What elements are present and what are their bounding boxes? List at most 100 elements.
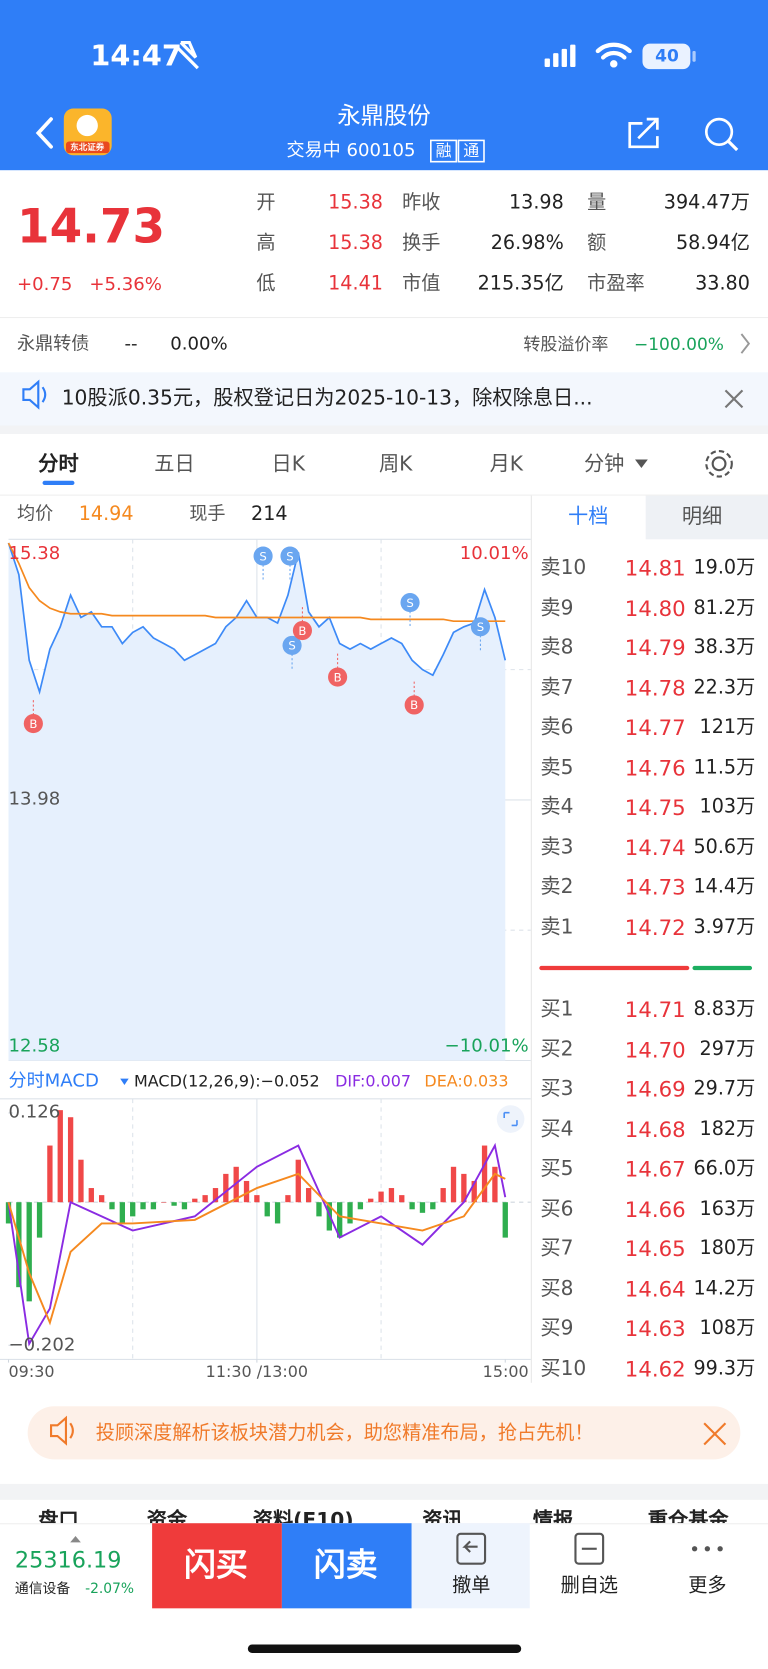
tab-bg xyxy=(645,495,768,540)
last-price: 14.73 xyxy=(17,199,166,255)
cancel-bg[interactable] xyxy=(411,1523,530,1609)
macd-bar xyxy=(502,1202,508,1238)
macd-bar xyxy=(67,1117,74,1203)
y-tick-label: 15.38 xyxy=(8,543,61,565)
book-price: 14.70 xyxy=(624,1036,686,1063)
tab[interactable]: 日K xyxy=(271,452,306,477)
y2-tick-label: 10.01% xyxy=(459,543,529,565)
header-bg xyxy=(0,0,768,171)
book-vol: 297万 xyxy=(699,1037,756,1061)
book-label: 买1 xyxy=(540,997,574,1021)
bottom-tab[interactable]: 盘口 xyxy=(38,1508,79,1524)
trade-marker xyxy=(23,714,43,734)
flash-buy[interactable] xyxy=(152,1523,282,1609)
book-vol: 50.6万 xyxy=(693,835,756,859)
macd-bar xyxy=(98,1195,105,1203)
field-label: 昨收 xyxy=(402,191,441,214)
book-label: 卖8 xyxy=(540,635,574,660)
book-vol: 14.4万 xyxy=(693,875,756,899)
flash-buy-label[interactable]: 闪买 xyxy=(184,1546,248,1584)
book-price: 14.65 xyxy=(624,1236,686,1262)
dea-line xyxy=(7,1172,506,1326)
tab[interactable]: 五日 xyxy=(154,452,195,477)
macd-bar xyxy=(368,1198,374,1203)
macd-bar xyxy=(192,1198,198,1203)
index-name: 通信设备 xyxy=(14,1581,71,1598)
tab[interactable]: 月K xyxy=(489,452,524,477)
marker-label: S xyxy=(406,596,413,610)
book-price: 14.71 xyxy=(624,996,686,1023)
book-price: 14.78 xyxy=(624,675,686,701)
macd-bar xyxy=(419,1202,426,1213)
book-price: 14.72 xyxy=(624,914,686,941)
y-tick-label: 0.126 xyxy=(8,1101,61,1124)
flash-sell-label[interactable]: 闪卖 xyxy=(313,1546,378,1584)
book-vol: 163万 xyxy=(699,1197,756,1220)
macd-bar xyxy=(202,1195,208,1203)
premium: −100.00% xyxy=(633,334,724,355)
trade-marker xyxy=(404,695,424,715)
book-price: 14.68 xyxy=(624,1116,686,1143)
field-label: 低 xyxy=(256,272,276,295)
macd-bar xyxy=(440,1188,446,1203)
book-label: 买8 xyxy=(540,1276,574,1301)
bottom-tab[interactable]: 资金 xyxy=(146,1508,188,1524)
bottom-tab[interactable]: 重仓基金 xyxy=(647,1508,729,1524)
index-pct: -2.07% xyxy=(85,1581,135,1598)
book-vol: 22.3万 xyxy=(693,676,756,699)
marker-label: S xyxy=(288,639,295,653)
action-label[interactable]: 删自选 xyxy=(560,1574,619,1597)
y2-tick-label: −10.01% xyxy=(444,1035,529,1057)
book-price: 14.69 xyxy=(624,1076,686,1103)
book-label: 买6 xyxy=(540,1196,574,1221)
y-tick-label: −0.202 xyxy=(8,1334,76,1356)
tab[interactable]: 周K xyxy=(378,452,413,477)
book-vol: 3.97万 xyxy=(693,915,756,939)
macd-bar xyxy=(295,1159,301,1203)
book-price: 14.73 xyxy=(624,874,686,901)
y-tick-label: 12.58 xyxy=(8,1035,61,1057)
divider xyxy=(0,316,768,319)
bar-icons xyxy=(70,1532,723,1654)
macd-bar xyxy=(47,1145,53,1203)
macd-bar xyxy=(471,1180,477,1203)
action-label[interactable]: 更多 xyxy=(688,1574,727,1597)
bottom-tab[interactable]: 资讯 xyxy=(422,1508,463,1524)
bottom-tab[interactable]: 资料(F10) xyxy=(252,1508,354,1524)
book-label: 买3 xyxy=(540,1077,574,1101)
trade-marker xyxy=(280,546,300,566)
book-vol: 99.3万 xyxy=(693,1357,756,1380)
book-label: 买2 xyxy=(540,1037,574,1061)
avg-line xyxy=(7,542,506,623)
field-label: 换手 xyxy=(402,231,441,255)
flash-sell[interactable] xyxy=(281,1523,412,1609)
field-value: 33.80 xyxy=(695,272,750,295)
order-tab[interactable]: 十档 xyxy=(568,504,609,529)
tab[interactable]: 分时 xyxy=(38,452,79,477)
broker: 东北证券 xyxy=(70,142,105,153)
macd-bar xyxy=(88,1188,94,1203)
book-label: 买9 xyxy=(540,1316,574,1341)
order-tab[interactable]: 明细 xyxy=(681,504,723,529)
bottom-tabs: 盘口 资金 资料(F10) 资讯 情报 重仓基金 xyxy=(0,1500,768,1523)
trade-marker xyxy=(292,620,312,641)
book-vol: 121万 xyxy=(699,716,756,739)
promo[interactable]: 投顾深度解析该板块潜力机会，助您精准布局，抢占先机！ xyxy=(95,1422,594,1445)
vol: 214 xyxy=(251,503,288,526)
vol-label: 现手 xyxy=(189,503,226,525)
marker-label: S xyxy=(286,549,293,563)
bottom-tab[interactable]: 情报 xyxy=(532,1508,574,1524)
book-price: 14.67 xyxy=(624,1156,686,1182)
macd-bar xyxy=(171,1202,177,1206)
tab-active-bg xyxy=(531,495,646,540)
tab[interactable]: 分钟 xyxy=(583,452,625,477)
trade-marker xyxy=(400,593,420,613)
marker-label: S xyxy=(259,549,266,563)
book-label: 卖7 xyxy=(540,675,574,700)
stock-name: 永鼎股份 xyxy=(337,103,431,130)
macd-bar xyxy=(378,1191,384,1203)
action-label[interactable]: 撤单 xyxy=(452,1574,491,1597)
macd-bar xyxy=(264,1202,270,1217)
marker-label: S xyxy=(477,620,484,634)
